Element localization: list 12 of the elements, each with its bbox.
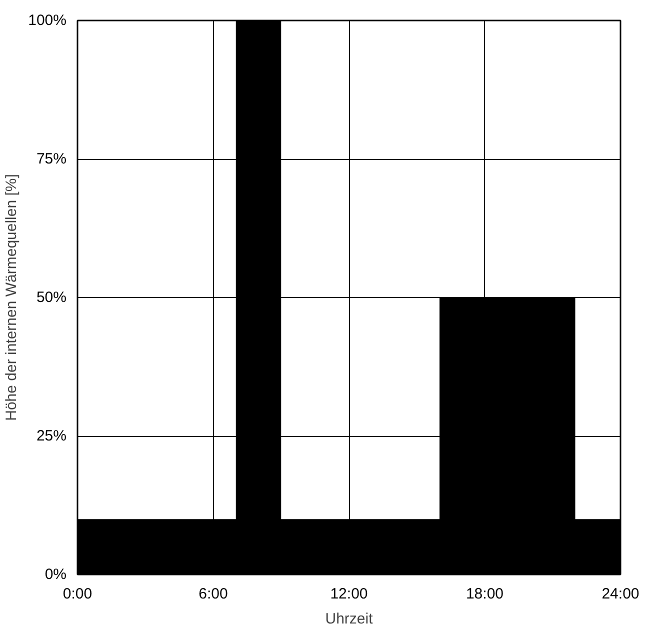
- x-tick-label: 12:00: [330, 586, 368, 602]
- y-tick-label: 100%: [28, 12, 67, 29]
- x-tick-label: 0:00: [62, 586, 92, 602]
- x-axis-title: Uhrzeit: [325, 610, 374, 628]
- y-tick-label: 0%: [44, 566, 67, 583]
- x-tick-label: 24:00: [602, 586, 640, 602]
- x-tick-label: 18:00: [466, 586, 504, 602]
- y-tick-label: 50%: [36, 289, 67, 306]
- x-tick-label: 6:00: [198, 586, 228, 602]
- y-axis-title: Höhe der internen Wärmequellen [%]: [3, 174, 20, 421]
- y-tick-label: 75%: [36, 150, 67, 168]
- y-tick-label: 25%: [36, 428, 67, 444]
